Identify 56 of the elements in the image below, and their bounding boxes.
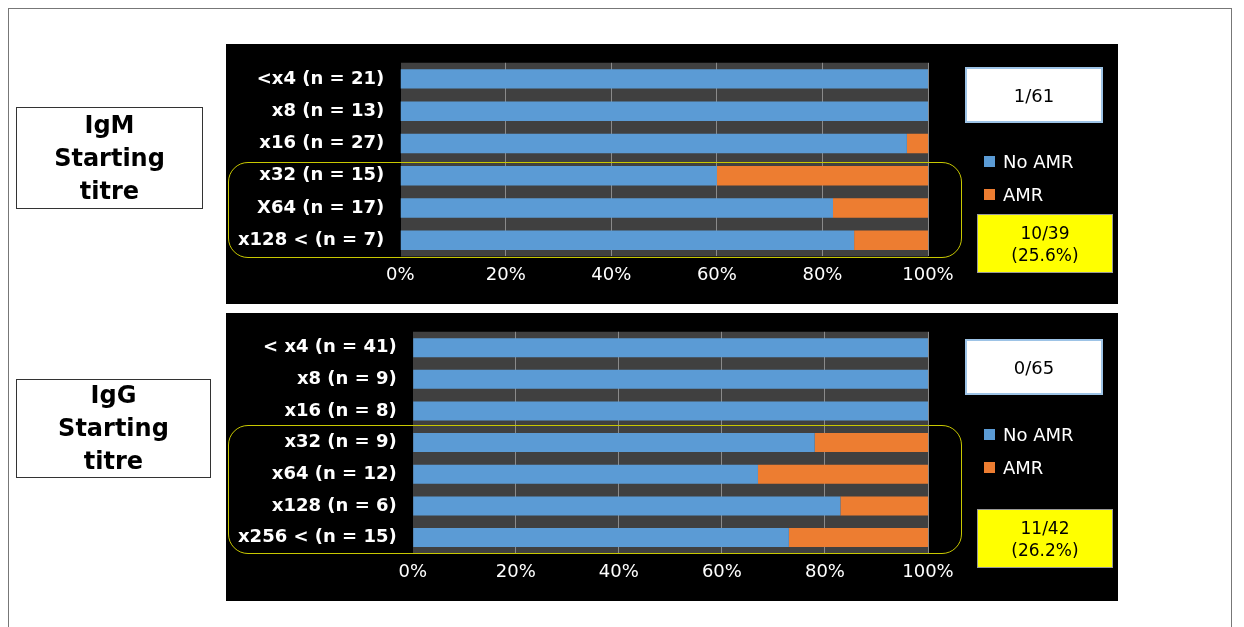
- bar: [400, 69, 928, 89]
- bar: [413, 528, 789, 548]
- bar: [716, 166, 928, 186]
- y-tick-label: x128 < (n = 7): [237, 227, 385, 249]
- x-tick-label: 60%: [701, 559, 742, 581]
- bar: [854, 230, 928, 250]
- text: 1/61: [965, 67, 1103, 123]
- y-tick-label: x128 (n = 6): [271, 493, 397, 515]
- bar: [833, 198, 928, 218]
- bar: [400, 230, 855, 250]
- legend-label: AMR: [1003, 184, 1044, 205]
- bar: [413, 496, 841, 516]
- bar: [400, 133, 907, 154]
- legend-label: No AMR: [1003, 424, 1074, 445]
- y-tick-label: x32 (n = 9): [284, 430, 397, 452]
- y-tick-label: x8 (n = 13): [271, 98, 385, 120]
- legend-label: AMR: [1003, 457, 1044, 478]
- x-tick-label: 100%: [902, 262, 954, 284]
- text: 10/39 (25.6%): [977, 214, 1113, 273]
- x-tick-label: 20%: [485, 262, 526, 284]
- y-tick-label: x64 (n = 12): [271, 461, 397, 483]
- y-tick-label: <x4 (n = 21): [256, 66, 385, 88]
- y-tick-label: X64 (n = 17): [257, 195, 385, 217]
- bar: [413, 433, 815, 453]
- x-tick-label: 60%: [696, 262, 737, 284]
- bar: [840, 496, 928, 516]
- x-tick-label: 100%: [902, 559, 954, 581]
- bar: [757, 464, 928, 484]
- bar: [413, 464, 758, 484]
- x-tick-label: 0%: [385, 262, 415, 284]
- x-tick-label: 40%: [598, 559, 639, 581]
- x-tick-label: 80%: [802, 262, 843, 284]
- y-tick-label: x8 (n = 9): [296, 366, 397, 388]
- bar: [413, 369, 928, 389]
- x-tick-label: 20%: [495, 559, 536, 581]
- x-tick-label: 0%: [398, 559, 428, 581]
- text: 11/42 (26.2%): [977, 509, 1113, 568]
- y-tick-label: x256 < (n = 15): [238, 525, 397, 547]
- y-tick-label: x32 (n = 15): [259, 163, 385, 185]
- bar: [400, 198, 833, 218]
- bar: [906, 133, 928, 154]
- text: IgG Starting titre: [16, 379, 211, 478]
- bar: [413, 338, 928, 358]
- y-tick-label: x16 (n = 8): [284, 398, 397, 420]
- bar: [814, 433, 928, 453]
- y-tick-label: < x4 (n = 41): [263, 335, 397, 357]
- x-tick-label: 80%: [804, 559, 845, 581]
- bar: [400, 166, 717, 186]
- legend-label: No AMR: [1003, 151, 1074, 172]
- y-tick-label: x16 (n = 27): [259, 131, 385, 153]
- text: IgM Starting titre: [16, 107, 203, 209]
- text: 0/65: [965, 339, 1103, 395]
- x-tick-label: 40%: [591, 262, 632, 284]
- bar: [400, 101, 928, 121]
- bar: [413, 401, 928, 421]
- bar: [788, 528, 928, 548]
